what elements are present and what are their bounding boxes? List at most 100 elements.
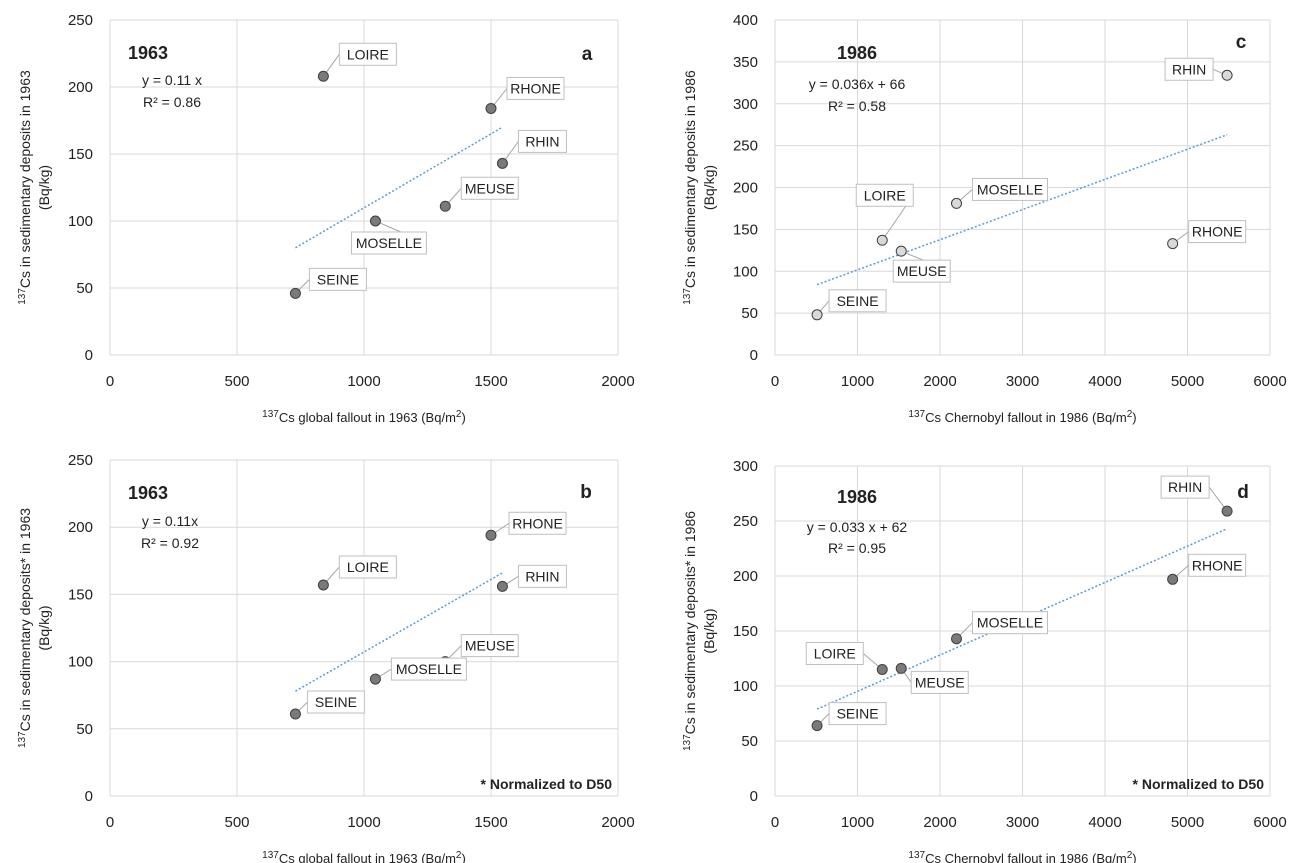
label-text: Cs Chernobyl fallout in 1986 (Bq/m xyxy=(925,410,1127,425)
x-tick-label: 0 xyxy=(771,373,779,390)
point-label-box xyxy=(828,702,887,726)
point-label-box xyxy=(1164,57,1214,81)
y-tick-label: 150 xyxy=(733,221,758,238)
year-label: 1986 xyxy=(837,487,877,507)
label-text: Cs in sedimentary deposits in 1963 xyxy=(17,70,33,288)
point-label: RHONE xyxy=(1192,557,1243,573)
label-text: ) xyxy=(461,410,465,425)
label-text: Cs global fallout in 1963 (Bq/m xyxy=(279,851,456,863)
data-point xyxy=(485,529,497,541)
trendline xyxy=(816,134,1228,286)
x-tick-label: 0 xyxy=(106,373,114,390)
y-axis-title-line: (Bq/kg) xyxy=(36,165,52,210)
trendline xyxy=(816,528,1228,710)
point-label-box xyxy=(805,642,864,665)
x-axis-title: 137Cs global fallout in 1963 (Bq/m2) xyxy=(262,850,466,863)
y-tick-label: 0 xyxy=(750,788,758,805)
x-tick-label: 2000 xyxy=(923,373,956,390)
point-label-box xyxy=(508,511,567,535)
point-label-box xyxy=(338,555,397,579)
y-axis-title-line: 137Cs in sedimentary deposits in 1963 xyxy=(17,70,34,305)
label-text: (Bq/kg) xyxy=(36,605,52,650)
data-point xyxy=(951,633,962,645)
y-tick-label: 50 xyxy=(76,280,93,297)
panel-letter: b xyxy=(580,482,592,503)
x-tick-label: 1000 xyxy=(841,373,874,390)
superscript: 137 xyxy=(262,850,279,861)
y-tick-label: 50 xyxy=(741,305,758,322)
x-tick-label: 3000 xyxy=(1006,814,1039,831)
regression-equation: y = 0.11 x xyxy=(142,72,202,88)
point-label: SEINE xyxy=(837,293,879,309)
x-tick-label: 2000 xyxy=(601,373,634,390)
point-label-box xyxy=(308,267,367,291)
x-tick-label: 1500 xyxy=(474,373,507,390)
x-axis-title: 137Cs global fallout in 1963 (Bq/m2) xyxy=(262,409,466,426)
data-point xyxy=(895,245,907,257)
r-squared-label: R² = 0.95 xyxy=(828,540,886,556)
point-label-box xyxy=(338,42,397,66)
label-text: Cs in sedimentary deposits* in 1963 xyxy=(17,508,33,732)
point-label: SEINE xyxy=(315,694,357,710)
data-point xyxy=(485,102,497,114)
y-tick-label: 250 xyxy=(68,12,93,29)
y-tick-label: 300 xyxy=(733,458,758,475)
data-point xyxy=(1167,238,1179,250)
superscript: 137 xyxy=(682,288,693,305)
x-tick-label: 0 xyxy=(106,814,114,831)
label-text: (Bq/kg) xyxy=(701,608,717,653)
panel-letter: a xyxy=(582,44,593,65)
point-label: MEUSE xyxy=(915,674,965,690)
y-tick-label: 300 xyxy=(733,96,758,113)
x-tick-label: 1000 xyxy=(841,814,874,831)
y-axis-title: 137Cs in sedimentary deposits* in 1986 (B… xyxy=(682,511,718,751)
y-tick-label: 100 xyxy=(68,654,93,671)
y-tick-label: 250 xyxy=(733,513,758,530)
regression-equation: y = 0.033 x + 62 xyxy=(807,519,908,535)
superscript: 137 xyxy=(17,288,28,305)
y-axis-title-line: (Bq/kg) xyxy=(701,165,717,210)
panel-letter: d xyxy=(1237,482,1249,503)
y-tick-label: 0 xyxy=(750,347,758,364)
point-label: SEINE xyxy=(317,271,359,287)
superscript: 137 xyxy=(262,409,279,420)
y-axis-title-line: (Bq/kg) xyxy=(701,608,717,653)
y-tick-label: 100 xyxy=(733,678,758,695)
x-tick-label: 3000 xyxy=(1006,373,1039,390)
superscript: 2 xyxy=(456,409,462,420)
superscript: 2 xyxy=(456,850,462,861)
label-text: Cs global fallout in 1963 (Bq/m xyxy=(279,410,456,425)
x-axis-title: 137Cs Chernobyl fallout in 1986 (Bq/m2) xyxy=(908,409,1136,426)
regression-equation: y = 0.036x + 66 xyxy=(809,76,906,92)
x-tick-label: 6000 xyxy=(1253,373,1286,390)
y-tick-label: 50 xyxy=(76,721,93,738)
x-axis-title: 137Cs Chernobyl fallout in 1986 (Bq/m2) xyxy=(908,850,1136,863)
point-label: MEUSE xyxy=(465,180,515,196)
point-label: MEUSE xyxy=(465,638,515,654)
point-label-box xyxy=(972,177,1048,201)
data-point xyxy=(1221,505,1233,517)
superscript: 137 xyxy=(908,850,925,861)
y-tick-label: 50 xyxy=(741,733,758,750)
y-tick-label: 350 xyxy=(733,54,758,71)
point-label-box xyxy=(460,634,519,658)
point-label: RHIN xyxy=(525,133,559,149)
point-label-box xyxy=(517,129,567,153)
y-axis-title-line: (Bq/kg) xyxy=(36,605,52,650)
point-label-box xyxy=(460,176,519,200)
label-text: ) xyxy=(461,851,465,863)
x-tick-label: 5000 xyxy=(1171,814,1204,831)
y-axis-title: 137Cs in sedimentary deposits in 1986 (Bq… xyxy=(682,70,718,305)
x-tick-label: 5000 xyxy=(1171,373,1204,390)
label-text: Cs in sedimentary deposits* in 1986 xyxy=(682,511,698,735)
label-text: Cs in sedimentary deposits in 1986 xyxy=(682,70,698,288)
point-label-box xyxy=(892,259,951,283)
x-tick-label: 500 xyxy=(224,814,249,831)
x-tick-label: 0 xyxy=(771,814,779,831)
point-label-box xyxy=(1188,220,1247,244)
point-label: MOSELLE xyxy=(977,615,1043,631)
data-point xyxy=(496,157,508,169)
year-label: 1963 xyxy=(128,483,168,503)
